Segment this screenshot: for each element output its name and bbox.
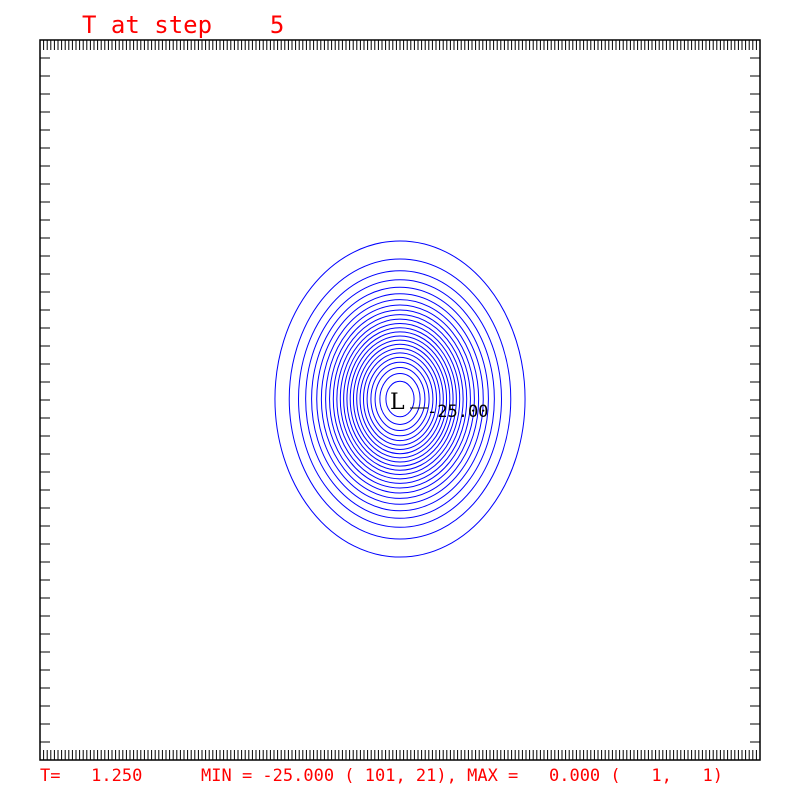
contour-line: [359, 348, 441, 450]
contour-line: [311, 286, 489, 512]
low-marker: L: [390, 390, 405, 415]
contour-line: [336, 318, 464, 480]
contour-line: [332, 314, 468, 484]
plot-title: T at step 5: [82, 11, 284, 39]
contour-line: [379, 373, 421, 425]
contour-line: [370, 361, 430, 437]
contour-line: [305, 279, 495, 519]
contour-line: [288, 258, 512, 540]
contour-line: [362, 352, 438, 446]
contour-line: [356, 343, 444, 455]
contour-line: [385, 380, 415, 418]
contour-line: [349, 335, 451, 463]
contour-line: [352, 339, 448, 459]
low-value-label: -25.00: [427, 402, 488, 422]
contour-line: [298, 270, 502, 528]
contour-line: [339, 323, 461, 475]
contour-line: [316, 293, 484, 505]
contour-line: [374, 367, 426, 431]
contour-line: [325, 304, 475, 494]
contour-line: [366, 356, 434, 442]
footer-minmax: MIN = -25.000 ( 101, 21), MAX = 0.000 ( …: [201, 766, 723, 786]
contour-line: [274, 240, 526, 558]
axis-ticks: [40, 40, 760, 760]
footer-time: T= 1.250: [40, 766, 142, 786]
contour-line: [343, 327, 457, 471]
contour-lines: [274, 240, 526, 558]
contour-line: [320, 299, 480, 499]
contour-line: [329, 309, 471, 489]
contour-line: [346, 331, 454, 467]
